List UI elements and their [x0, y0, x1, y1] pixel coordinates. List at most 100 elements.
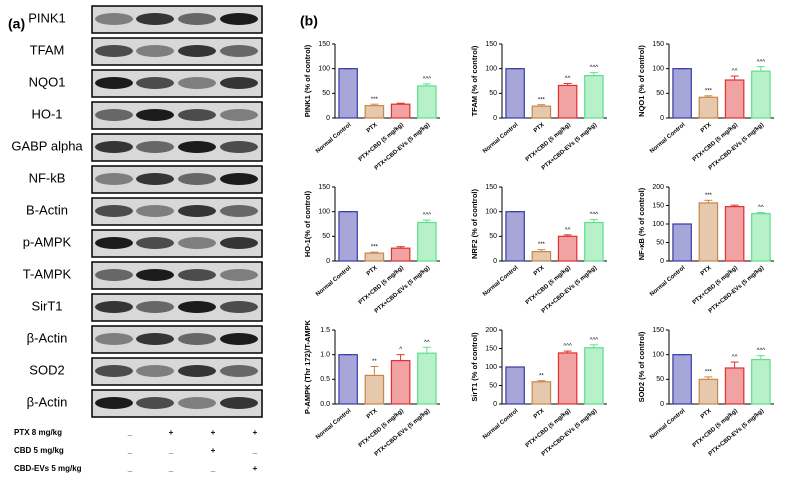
y-axis-label: TFAM (% of control) [470, 45, 479, 116]
bar [417, 352, 437, 405]
bar [584, 74, 604, 119]
y-tick-label: 50 [322, 233, 330, 240]
significance-label: ^^^ [423, 213, 432, 219]
blot-band [220, 109, 258, 121]
y-tick-label: 100 [652, 66, 664, 73]
blot-label: β-Actin [27, 330, 68, 345]
blot-band [95, 45, 133, 57]
y-tick-label: 0 [326, 258, 330, 265]
y-tick-label: 100 [652, 221, 664, 228]
y-axis-label: SirT1 (% of control) [470, 332, 479, 402]
blot-band [136, 365, 174, 377]
bar [390, 359, 411, 405]
x-tick-label: Normal Control [482, 122, 520, 155]
blot-band [95, 77, 133, 89]
y-tick-label: 50 [656, 90, 664, 97]
blot-label: GABP alpha [11, 138, 83, 153]
significance-label: ^^ [732, 69, 738, 75]
bar [531, 381, 552, 405]
x-tick-label: PTX+CBD-EVs (5 mg/kg) [541, 122, 598, 172]
treatment-sign: + [253, 428, 258, 437]
x-tick-label: Normal Control [482, 408, 520, 441]
blot-band [136, 109, 174, 121]
bar [672, 354, 692, 405]
bar [364, 105, 385, 119]
bar [531, 105, 552, 119]
x-tick-label: Normal Control [649, 408, 687, 441]
y-tick-label: 150 [318, 41, 330, 48]
bar [698, 96, 719, 119]
treatment-label: CBD-EVs 5 mg/kg [14, 464, 82, 473]
bar [557, 84, 578, 119]
significance-label: ^^ [424, 340, 430, 346]
y-tick-label: 0 [660, 115, 664, 122]
x-tick-label: PTX [700, 122, 713, 134]
y-axis-label: NF-κB (% of control) [637, 187, 646, 260]
blot-label: SirT1 [31, 298, 62, 313]
treatment-sign: _ [127, 428, 133, 437]
x-tick-label: PTX [366, 265, 379, 277]
blot-band [136, 77, 174, 89]
bar [338, 211, 358, 262]
significance-label: ^^^ [757, 348, 766, 354]
blot-band [95, 333, 133, 345]
y-axis-label: NQO1 (% of control) [637, 45, 646, 117]
y-tick-label: 100 [485, 364, 497, 371]
bar [724, 79, 745, 119]
significance-label: ^^^ [590, 212, 599, 218]
blot-band [178, 301, 216, 313]
y-tick-label: 0.5 [320, 376, 330, 383]
bar [505, 68, 525, 119]
y-tick-label: 50 [489, 233, 497, 240]
y-tick-label: 150 [652, 327, 664, 334]
y-tick-label: 0 [493, 401, 497, 408]
treatment-sign: _ [127, 446, 133, 455]
x-tick-label: PTX+CBD (5 mg/kg) [525, 122, 572, 163]
x-tick-label: PTX+CBD-EVs (5 mg/kg) [541, 408, 598, 458]
y-tick-label: 0 [326, 115, 330, 122]
x-tick-label: PTX [533, 408, 546, 420]
treatment-label: CBD 5 mg/kg [14, 446, 64, 455]
blot-band [178, 77, 216, 89]
blot-label: NQO1 [29, 74, 66, 89]
bar [417, 85, 437, 119]
x-tick-label: Normal Control [315, 408, 353, 441]
blot-band [136, 333, 174, 345]
y-tick-label: 150 [485, 184, 497, 191]
y-tick-label: 50 [656, 376, 664, 383]
blot-band [178, 333, 216, 345]
blot-band [178, 269, 216, 281]
bar [505, 211, 525, 262]
significance-label: ^ [399, 347, 402, 353]
significance-label: *** [705, 88, 713, 94]
significance-label: ^^ [732, 355, 738, 361]
blot-band [136, 237, 174, 249]
bar [724, 367, 745, 405]
treatment-sign: _ [127, 464, 133, 473]
x-tick-label: Normal Control [482, 265, 520, 298]
blot-band [95, 397, 133, 409]
treatment-sign: _ [252, 446, 258, 455]
y-tick-label: 0 [660, 258, 664, 265]
blot-label: p-AMPK [23, 234, 72, 249]
x-tick-label: Normal Control [649, 122, 687, 155]
blot-label: TFAM [30, 42, 65, 57]
blot-band [220, 45, 258, 57]
x-tick-label: PTX+CBD (5 mg/kg) [692, 408, 739, 449]
y-tick-label: 100 [318, 209, 330, 216]
y-tick-label: 50 [489, 382, 497, 389]
y-tick-label: 150 [652, 202, 664, 209]
blot-band [220, 269, 258, 281]
x-tick-label: PTX [533, 265, 546, 277]
blot-band [136, 141, 174, 153]
blot-label: B-Actin [26, 202, 68, 217]
blot-band [178, 141, 216, 153]
significance-label: *** [371, 245, 379, 251]
significance-label: *** [538, 242, 546, 248]
x-tick-label: PTX+CBD-EVs (5 mg/kg) [374, 122, 431, 172]
x-tick-label: PTX+CBD-EVs (5 mg/kg) [374, 265, 431, 315]
x-tick-label: PTX+CBD (5 mg/kg) [358, 265, 405, 306]
y-tick-label: 1.0 [320, 352, 330, 359]
y-tick-label: 150 [652, 41, 664, 48]
